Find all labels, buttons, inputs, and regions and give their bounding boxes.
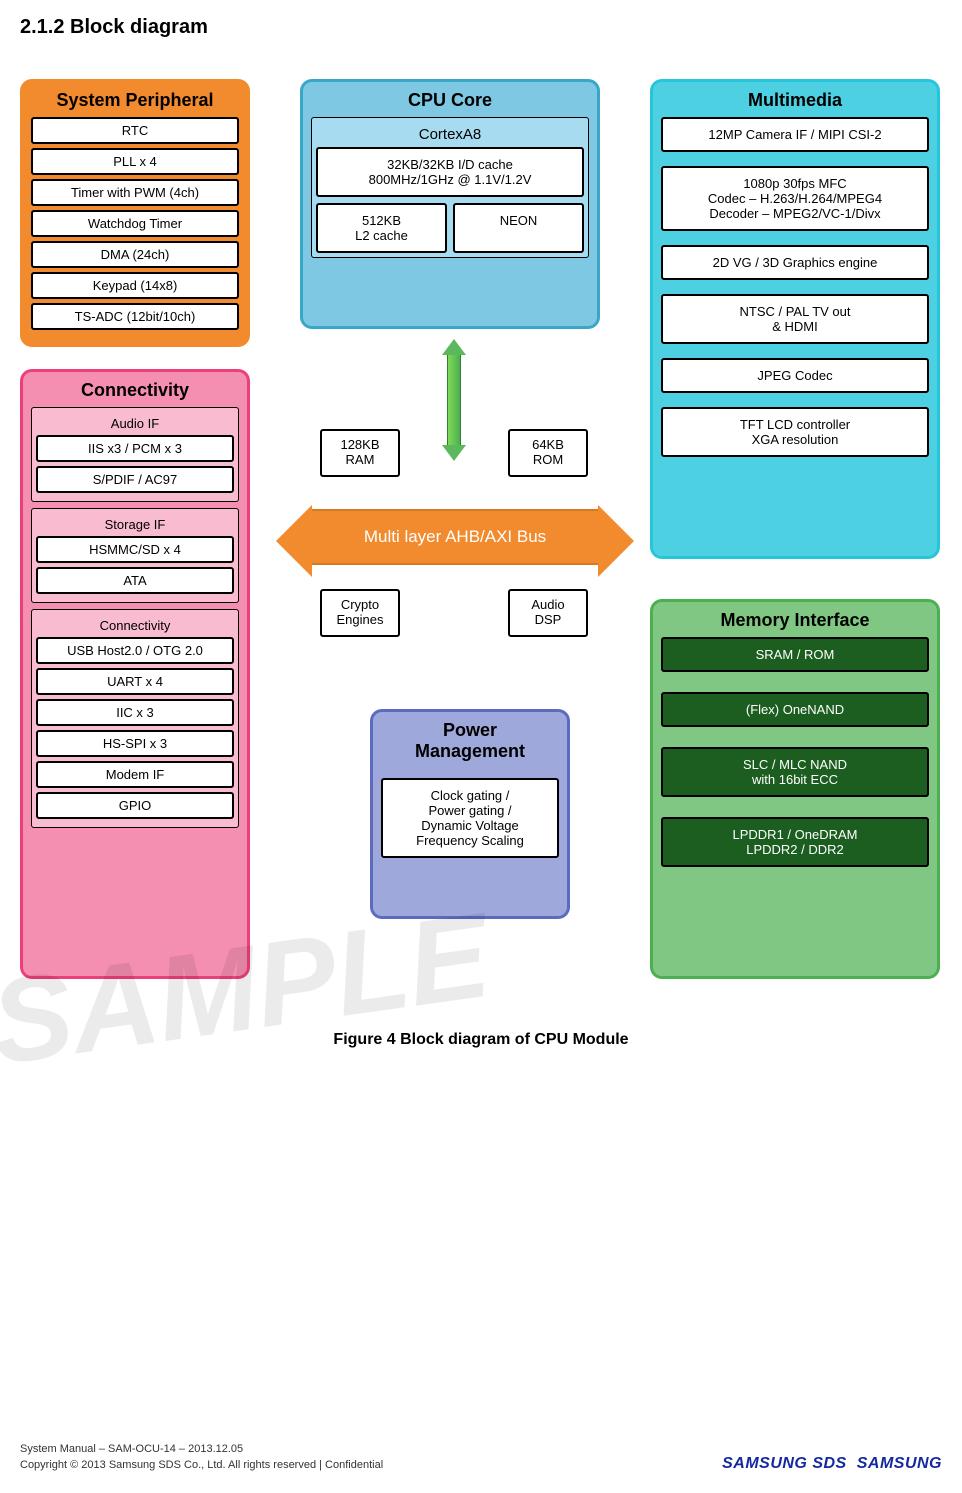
block-diagram: System Peripheral RTC PLL x 4 Timer with P…: [0, 79, 962, 1019]
cpu-core-title: CPU Core: [311, 90, 589, 117]
multimedia-item: 12MP Camera IF / MIPI CSI-2: [661, 117, 929, 152]
memory-item: SRAM / ROM: [661, 637, 929, 672]
memory-item: (Flex) OneNAND: [661, 692, 929, 727]
connectivity-item: IIS x3 / PCM x 3: [36, 435, 234, 462]
connectivity-item: GPIO: [36, 792, 234, 819]
group-header: Audio IF: [36, 412, 234, 435]
page-footer: System Manual – SAM-OCU-14 – 2013.12.05 …: [20, 1442, 942, 1473]
multimedia-item: 2D VG / 3D Graphics engine: [661, 245, 929, 280]
system-peripheral-block: System Peripheral RTC PLL x 4 Timer with P…: [20, 79, 250, 347]
connectivity-item: HSMMC/SD x 4: [36, 536, 234, 563]
peripheral-item: TS-ADC (12bit/10ch): [31, 303, 239, 330]
peripheral-item: Watchdog Timer: [31, 210, 239, 237]
group-header: Connectivity: [36, 614, 234, 637]
system-peripheral-title: System Peripheral: [31, 90, 239, 117]
connectivity-item: S/PDIF / AC97: [36, 466, 234, 493]
connectivity-item: HS-SPI x 3: [36, 730, 234, 757]
peripheral-item: DMA (24ch): [31, 241, 239, 268]
cpu-subtitle: CortexA8: [316, 122, 584, 147]
footer-line1: System Manual – SAM-OCU-14 – 2013.12.05: [20, 1442, 383, 1457]
multimedia-item: 1080p 30fps MFC Codec – H.263/H.264/MPEG…: [661, 166, 929, 231]
figure-caption: Figure 4 Block diagram of CPU Module: [0, 1031, 962, 1049]
dsp-box: Audio DSP: [508, 589, 588, 637]
section-heading: 2.1.2 Block diagram: [20, 16, 942, 39]
memory-interface-title: Memory Interface: [661, 610, 929, 637]
cpu-cache-box: 32KB/32KB I/D cache 800MHz/1GHz @ 1.1V/1…: [316, 147, 584, 197]
group-header: Storage IF: [36, 513, 234, 536]
memory-item: LPDDR1 / OneDRAM LPDDR2 / DDR2: [661, 817, 929, 867]
bus-label: Multi layer AHB/AXI Bus: [364, 527, 546, 547]
samsung-logo: SAMSUNG: [857, 1455, 942, 1473]
peripheral-item: Timer with PWM (4ch): [31, 179, 239, 206]
connectivity-title: Connectivity: [31, 380, 239, 407]
multimedia-title: Multimedia: [661, 90, 929, 117]
memory-item: SLC / MLC NAND with 16bit ECC: [661, 747, 929, 797]
power-management-block: Power Management Clock gating / Power ga…: [370, 709, 570, 919]
peripheral-item: RTC: [31, 117, 239, 144]
connectivity-group: ConnectivityUSB Host2.0 / OTG 2.0 UART x …: [31, 609, 239, 828]
connectivity-group: Audio IFIIS x3 / PCM x 3 S/PDIF / AC97: [31, 407, 239, 502]
connectivity-item: Modem IF: [36, 761, 234, 788]
arrow-cpu-bus: [442, 339, 466, 461]
peripheral-item: Keypad (14x8): [31, 272, 239, 299]
connectivity-item: IIC x 3: [36, 699, 234, 726]
crypto-box: Crypto Engines: [320, 589, 400, 637]
multimedia-item: NTSC / PAL TV out & HDMI: [661, 294, 929, 344]
power-management-title: Power Management: [381, 720, 559, 768]
cpu-sub-box: 512KB L2 cache: [316, 203, 447, 253]
multimedia-block: Multimedia 12MP Camera IF / MIPI CSI-2 10…: [650, 79, 940, 559]
ahb-axi-bus: Multi layer AHB/AXI Bus: [310, 509, 600, 565]
rom-box: 64KB ROM: [508, 429, 588, 477]
connectivity-item: ATA: [36, 567, 234, 594]
connectivity-group: Storage IFHSMMC/SD x 4 ATA: [31, 508, 239, 603]
memory-interface-block: Memory Interface SRAM / ROM (Flex) OneNAN…: [650, 599, 940, 979]
cpu-core-block: CPU Core CortexA8 32KB/32KB I/D cache 80…: [300, 79, 600, 329]
multimedia-item: TFT LCD controller XGA resolution: [661, 407, 929, 457]
connectivity-item: UART x 4: [36, 668, 234, 695]
samsung-sds-logo: SAMSUNG SDS: [722, 1455, 847, 1473]
multimedia-item: JPEG Codec: [661, 358, 929, 393]
power-item: Clock gating / Power gating / Dynamic Vo…: [381, 778, 559, 858]
footer-line2: Copyright © 2013 Samsung SDS Co., Ltd. A…: [20, 1458, 383, 1473]
connectivity-block: Connectivity Audio IFIIS x3 / PCM x 3 S/P…: [20, 369, 250, 979]
ram-box: 128KB RAM: [320, 429, 400, 477]
cpu-sub-box: NEON: [453, 203, 584, 253]
connectivity-item: USB Host2.0 / OTG 2.0: [36, 637, 234, 664]
peripheral-item: PLL x 4: [31, 148, 239, 175]
